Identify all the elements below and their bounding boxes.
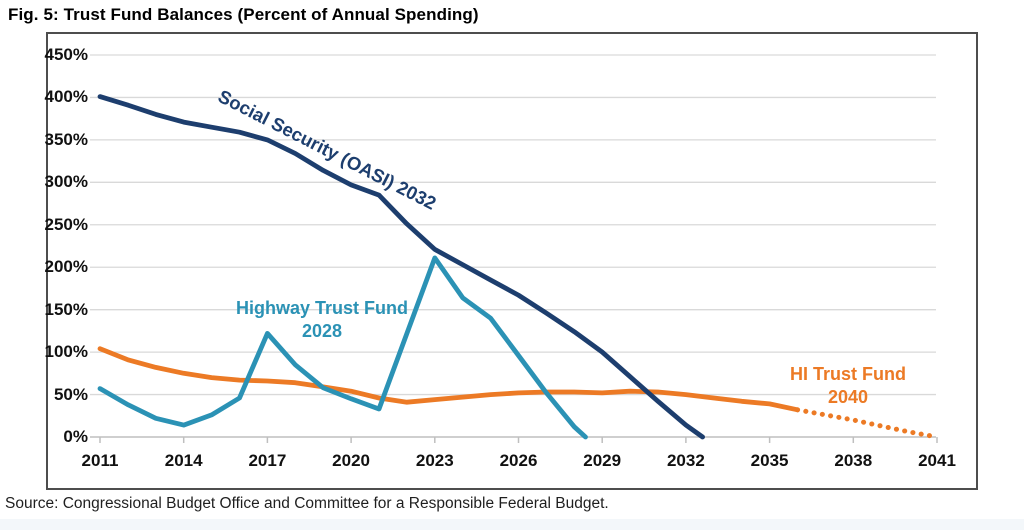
x-tick-label-2038: 2038 [834,451,873,470]
series-label-highway-trust-fund: Highway Trust Fund 2028 [236,297,408,343]
y-tick-label-50%: 50% [53,384,88,404]
x-tick-label-2011: 2011 [81,451,119,470]
series-label-highway-line1: Highway Trust Fund [235,298,409,318]
y-tick-label-400%: 400% [44,87,88,107]
x-tick-label-2041: 2041 [918,451,956,470]
y-tick-label-150%: 150% [44,299,88,319]
x-tick-label-2020: 2020 [332,451,370,470]
x-tick-label-2017: 2017 [248,451,287,470]
source-attribution: Source: Congressional Budget Office and … [5,495,609,512]
x-tick-label-2026: 2026 [499,451,538,470]
series-line-social-security-oasi- [97,94,705,440]
y-tick-label-450%: 450% [44,44,88,64]
y-tick-label-100%: 100% [44,342,88,362]
series-label-highway-line2: 2028 [301,321,343,341]
series-label-hi-trust-fund: HI Trust Fund 2040 [790,363,906,409]
series-line-highway-trust-fund [97,255,588,440]
series-line-hi-trust-fund [97,346,800,413]
series-line-hi-trust-fund-projected- [795,407,940,440]
y-tick-label-200%: 200% [44,257,88,277]
y-tick-label-350%: 350% [44,129,88,149]
plot-border [46,32,978,490]
x-tick-label-2014: 2014 [164,451,203,470]
y-tick-label-0%: 0% [63,427,88,446]
bottom-strip [0,519,1024,530]
y-tick-label-250%: 250% [44,214,88,234]
figure-title: Fig. 5: Trust Fund Balances (Percent of … [8,5,479,24]
x-tick-label-2029: 2029 [583,451,622,470]
x-tick-label-2023: 2023 [415,451,454,470]
y-tick-label-300%: 300% [44,172,88,192]
x-tick-label-2035: 2035 [750,451,789,470]
x-tick-label-2032: 2032 [666,451,705,470]
series-label-hi-line2: 2040 [827,387,869,407]
series-label-hi-line1: HI Trust Fund [790,364,906,384]
